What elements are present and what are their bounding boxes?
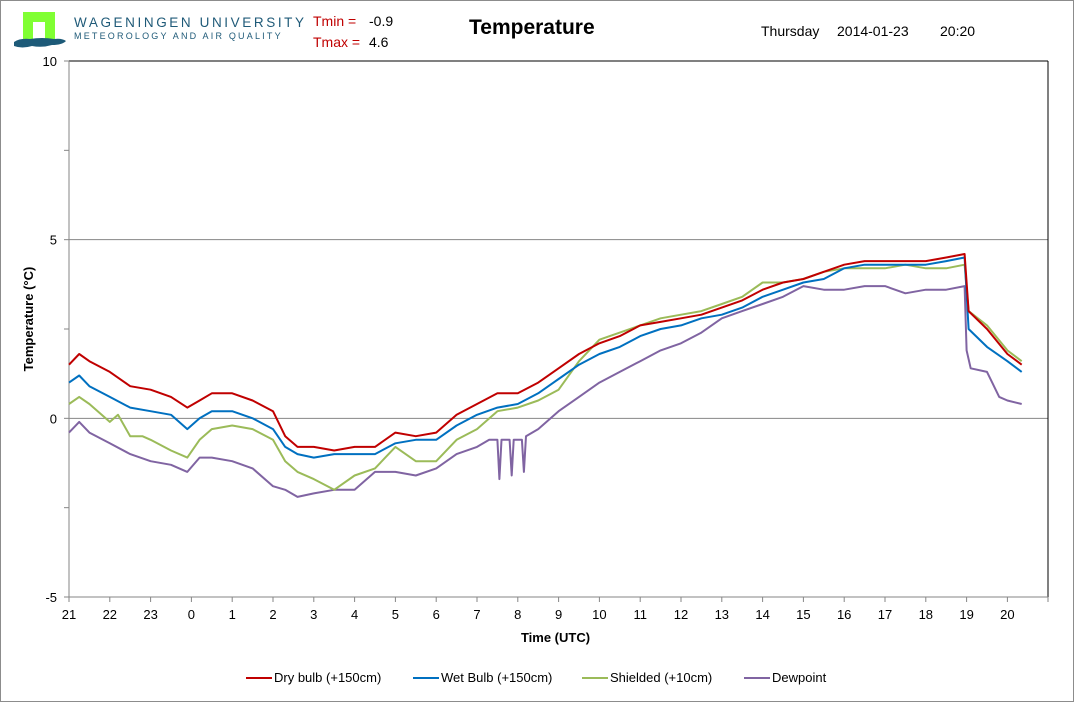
x-tick-label: 2 <box>269 607 276 622</box>
x-tick-label: 18 <box>919 607 933 622</box>
x-tick-label: 16 <box>837 607 851 622</box>
x-tick-label: 1 <box>229 607 236 622</box>
tmax-value: 4.6 <box>369 34 389 50</box>
legend-item: Dewpoint <box>744 670 826 685</box>
chart-title: Temperature <box>469 16 595 39</box>
y-axis-title: Temperature (°C) <box>21 267 36 372</box>
tmin-label: Tmin = <box>313 13 357 29</box>
x-tick-label: 4 <box>351 607 358 622</box>
x-tick-label: 14 <box>755 607 769 622</box>
x-tick-label: 7 <box>473 607 480 622</box>
x-tick-label: 15 <box>796 607 810 622</box>
x-tick-label: 0 <box>188 607 195 622</box>
y-tick-label: 5 <box>50 233 57 248</box>
tmax-label: Tmax = <box>313 34 361 50</box>
x-tick-label: 17 <box>878 607 892 622</box>
x-tick-label: 6 <box>433 607 440 622</box>
x-tick-label: 3 <box>310 607 317 622</box>
x-tick-label: 5 <box>392 607 399 622</box>
x-tick-label: 19 <box>959 607 973 622</box>
x-tick-label: 22 <box>103 607 117 622</box>
y-tick-label: 10 <box>43 54 57 69</box>
legend-swatch <box>413 676 439 679</box>
wur-logo-icon <box>14 12 66 48</box>
legend-swatch <box>246 676 272 679</box>
legend-swatch <box>582 676 608 679</box>
x-tick-label: 10 <box>592 607 606 622</box>
legend-swatch <box>744 676 770 679</box>
series-line-wet-bulb-150cm <box>68 256 1023 459</box>
x-tick-label: 12 <box>674 607 688 622</box>
legend-label: Shielded (+10cm) <box>610 670 713 685</box>
tmin-value: -0.9 <box>369 13 394 29</box>
series-line-dewpoint <box>68 285 1022 498</box>
legend-label: Wet Bulb (+150cm) <box>441 670 553 685</box>
series-line-dry-bulb-150cm <box>68 253 1023 452</box>
time: 20:20 <box>940 23 976 39</box>
university-name: WAGENINGEN UNIVERSITY <box>74 15 307 30</box>
x-tick-label: 11 <box>633 607 647 622</box>
legend-label: Dewpoint <box>772 670 827 685</box>
x-tick-label: 8 <box>514 607 521 622</box>
x-tick-label: 13 <box>715 607 729 622</box>
y-tick-label: 0 <box>50 411 57 426</box>
x-axis-title: Time (UTC) <box>521 630 590 645</box>
y-tick-label: -5 <box>45 590 57 605</box>
x-tick-label: 20 <box>1000 607 1014 622</box>
legend-label: Dry bulb (+150cm) <box>274 670 382 685</box>
legend-item: Shielded (+10cm) <box>582 670 712 685</box>
department-name: METEOROLOGY AND AIR QUALITY <box>74 31 283 41</box>
x-tick-label: 9 <box>555 607 562 622</box>
legend-item: Wet Bulb (+150cm) <box>413 670 552 685</box>
x-tick-label: 23 <box>143 607 157 622</box>
weekday: Thursday <box>761 23 820 39</box>
legend-item: Dry bulb (+150cm) <box>246 670 381 685</box>
x-tick-label: 21 <box>62 607 76 622</box>
date: 2014-01-23 <box>837 23 909 39</box>
series-line-shielded-10cm <box>68 263 1023 491</box>
